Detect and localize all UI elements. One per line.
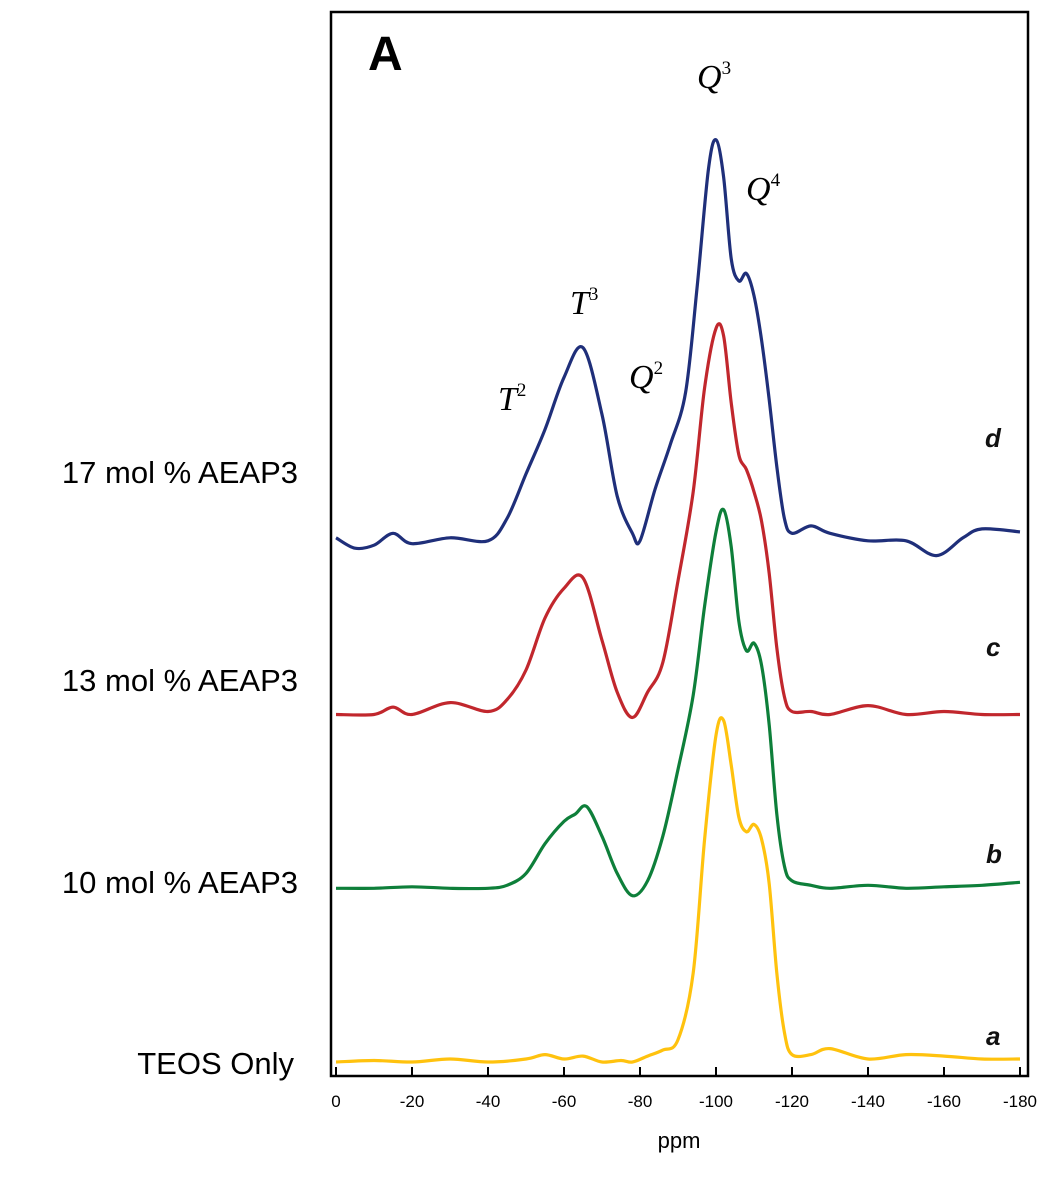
peak-label-q3: Q3 — [697, 58, 731, 96]
sample-label-b: 10 mol % AEAP3 — [62, 865, 298, 900]
sample-label-c: 13 mol % AEAP3 — [62, 663, 298, 698]
x-tick-label: -60 — [552, 1092, 577, 1111]
peak-label-q4: Q4 — [746, 170, 781, 208]
peak-label-t3: T3 — [570, 284, 598, 322]
x-axis-title: ppm — [658, 1128, 701, 1153]
x-tick-label: -40 — [476, 1092, 501, 1111]
trace-letter-d: d — [985, 423, 1002, 453]
trace-letter-b: b — [986, 839, 1002, 869]
x-tick-label: -140 — [851, 1092, 885, 1111]
peak-label-q2: Q2 — [629, 358, 663, 396]
sample-label-a: TEOS Only — [137, 1046, 294, 1081]
x-tick-label: 0 — [331, 1092, 340, 1111]
series-line-b — [335, 507, 1021, 898]
x-axis-ticks: 0 -20 -40 -60 -80 -100 -120 -140 -160 -180 — [331, 1067, 1037, 1111]
sample-label-d: 17 mol % AEAP3 — [62, 455, 298, 490]
x-tick-label: -20 — [400, 1092, 425, 1111]
series-line-d — [335, 138, 1021, 558]
x-tick-label: -80 — [628, 1092, 653, 1111]
x-tick-label: -180 — [1003, 1092, 1037, 1111]
x-tick-label: -160 — [927, 1092, 961, 1111]
x-tick-label: -120 — [775, 1092, 809, 1111]
trace-letter-a: a — [986, 1021, 1000, 1051]
panel-letter: A — [368, 28, 403, 81]
series-line-c — [335, 322, 1021, 720]
plot-frame — [329, 10, 1030, 1078]
trace-letter-c: c — [986, 632, 1001, 662]
series-lines — [335, 138, 1021, 1064]
x-tick-label: -100 — [699, 1092, 733, 1111]
series-line-a — [335, 716, 1021, 1064]
peak-label-t2: T2 — [498, 380, 526, 418]
